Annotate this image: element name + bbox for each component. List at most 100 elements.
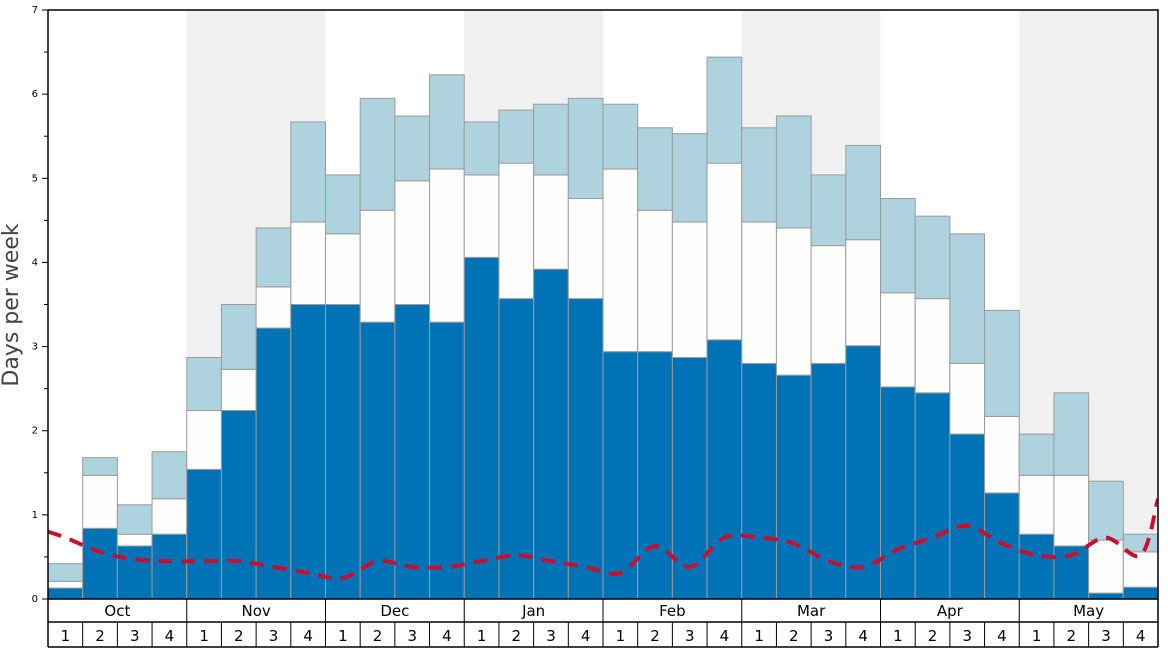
bar-middle: [914, 298, 951, 394]
week-label: 3: [130, 627, 140, 645]
y-axis-label: Days per week: [0, 223, 24, 386]
week-label: 4: [442, 627, 452, 645]
bar-middle: [1018, 474, 1055, 535]
bar-middle: [116, 533, 153, 547]
bar-middle: [255, 286, 292, 329]
bar-middle: [325, 233, 361, 306]
bar-middle: [359, 209, 396, 323]
bar-top: [914, 215, 951, 300]
bar-bottom: [186, 468, 222, 600]
bar-top: [567, 97, 604, 199]
week-label: 4: [1136, 627, 1146, 645]
bar-top: [463, 121, 500, 176]
month-label-dec: Dec: [380, 602, 409, 620]
bar-bottom: [290, 304, 326, 600]
bar-top: [116, 504, 153, 535]
bar-bottom: [810, 362, 847, 600]
bar-middle: [220, 368, 257, 412]
y-tick-label: 1: [32, 510, 38, 521]
week-label: 2: [789, 627, 799, 645]
axes: [42, 9, 1159, 648]
bar-bottom: [255, 327, 292, 600]
week-label: 2: [928, 627, 938, 645]
bar-middle: [949, 362, 986, 435]
bar-middle: [1053, 474, 1090, 547]
bar-middle: [186, 410, 222, 470]
bar-bottom: [741, 362, 777, 600]
week-label: 4: [303, 627, 313, 645]
week-label: 3: [546, 627, 556, 645]
bar-middle: [602, 168, 639, 353]
bar-bottom: [116, 545, 153, 600]
bar-middle: [394, 180, 431, 305]
bar-bottom: [914, 392, 951, 600]
bar-top: [498, 109, 535, 164]
bar-bottom: [220, 410, 257, 600]
month-label-apr: Apr: [937, 602, 964, 620]
week-label: 1: [1032, 627, 1042, 645]
bar-top: [1018, 433, 1055, 476]
week-label: 1: [338, 627, 348, 645]
bar-top: [325, 174, 361, 235]
bar-bottom: [1088, 592, 1124, 600]
bar-top: [220, 304, 257, 370]
bar-bottom: [949, 433, 986, 600]
bar-middle: [151, 498, 188, 535]
week-label: 2: [373, 627, 383, 645]
bar-top: [82, 457, 118, 476]
bar-bottom: [533, 268, 569, 600]
bar-bottom: [775, 374, 812, 600]
trend-line: [48, 498, 1158, 581]
week-label: 4: [858, 627, 868, 645]
month-label-jan: Jan: [521, 602, 545, 620]
y-tick-label: 4: [32, 257, 38, 268]
week-label: 4: [720, 627, 730, 645]
bar-middle: [567, 197, 604, 300]
bar-middle: [984, 415, 1020, 494]
bar-middle: [706, 162, 743, 341]
bar-middle: [47, 580, 84, 589]
y-tick-label: 3: [32, 342, 38, 353]
bar-bottom: [706, 339, 743, 600]
bar-top: [151, 451, 188, 500]
bar-top: [394, 115, 431, 182]
bar-top: [984, 309, 1020, 417]
bar-top: [637, 127, 673, 211]
week-label: 3: [824, 627, 834, 645]
bar-top: [255, 227, 292, 288]
bar-middle: [533, 174, 569, 270]
labels: 0 1 2 3 4 5 6 7 Oct Nov Dec Jan Feb Mar Apr May 1 2 3 4 1 2 3 4…: [32, 5, 1146, 645]
bar-top: [949, 233, 986, 364]
bar-bottom: [325, 304, 361, 600]
bar-top: [706, 56, 743, 164]
bar-middle: [671, 221, 708, 359]
bar-bottom: [637, 351, 673, 600]
week-label: 2: [95, 627, 105, 645]
bar-middle: [880, 292, 916, 388]
bar-top: [533, 103, 569, 176]
week-label: 2: [234, 627, 244, 645]
week-label: 2: [650, 627, 660, 645]
month-label-oct: Oct: [104, 602, 130, 620]
bar-top: [602, 103, 639, 170]
bar-top: [290, 121, 326, 223]
week-label: 1: [616, 627, 626, 645]
bar-top: [186, 357, 222, 412]
week-label: 3: [269, 627, 279, 645]
bar-top: [671, 133, 708, 223]
month-label-mar: Mar: [797, 602, 826, 620]
week-label: 3: [962, 627, 972, 645]
bar-middle: [775, 227, 812, 376]
trend-line-layer: [48, 498, 1158, 581]
bar-middle: [290, 221, 326, 305]
bar-top: [359, 97, 396, 211]
bar-top: [880, 197, 916, 294]
bar-top: [775, 115, 812, 229]
bar-bottom: [359, 321, 396, 600]
bar-middle: [498, 162, 535, 300]
bar-top: [845, 144, 881, 241]
bar-bottom: [1018, 533, 1055, 600]
bar-bottom: [463, 256, 500, 600]
y-tick-label: 0: [32, 594, 38, 605]
